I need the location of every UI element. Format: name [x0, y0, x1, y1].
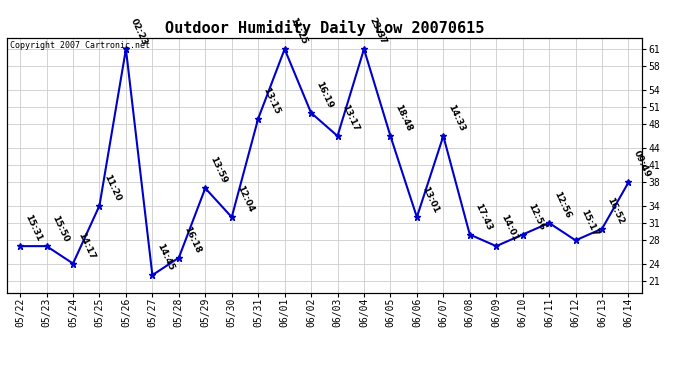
Text: 16:19: 16:19	[314, 80, 335, 110]
Text: 11:20: 11:20	[103, 173, 123, 202]
Text: 18:48: 18:48	[393, 103, 414, 133]
Text: 11:25: 11:25	[288, 16, 308, 46]
Text: 16:52: 16:52	[605, 196, 625, 226]
Title: Outdoor Humidity Daily Low 20070615: Outdoor Humidity Daily Low 20070615	[165, 20, 484, 36]
Text: 15:31: 15:31	[23, 213, 43, 243]
Text: 17:43: 17:43	[473, 202, 493, 232]
Text: 15:17: 15:17	[579, 208, 599, 237]
Text: 12:04: 12:04	[235, 184, 255, 214]
Text: Copyright 2007 Cartronic.net: Copyright 2007 Cartronic.net	[10, 41, 150, 50]
Text: 14:33: 14:33	[446, 103, 467, 133]
Text: 16:18: 16:18	[182, 225, 202, 255]
Text: 13:01: 13:01	[420, 184, 440, 214]
Text: 12:56: 12:56	[552, 190, 573, 220]
Text: 13:15: 13:15	[262, 86, 282, 116]
Text: 14:45: 14:45	[155, 242, 176, 272]
Text: 12:56: 12:56	[526, 202, 546, 232]
Text: 23:37: 23:37	[367, 16, 388, 46]
Text: 02:23: 02:23	[129, 16, 149, 46]
Text: 09:49: 09:49	[631, 150, 652, 180]
Text: 13:17: 13:17	[341, 103, 361, 133]
Text: 14:01: 14:01	[500, 213, 520, 243]
Text: 13:59: 13:59	[208, 155, 229, 185]
Text: 15:50: 15:50	[50, 214, 70, 243]
Text: 14:17: 14:17	[76, 231, 97, 261]
